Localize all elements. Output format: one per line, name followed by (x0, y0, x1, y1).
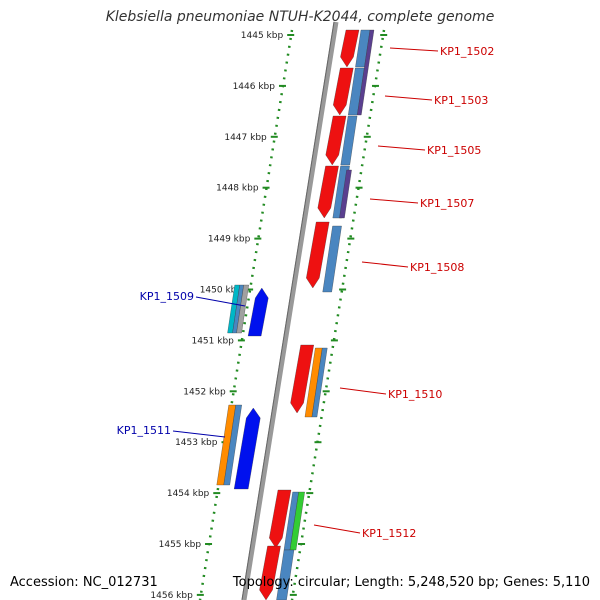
cds-bar-blue (276, 549, 295, 600)
gene-arrow-red (290, 344, 314, 414)
leader-forward (389, 47, 439, 52)
accession-text: Accession: NC_012731 (10, 575, 158, 590)
page-title: Klebsiella pneumoniae NTUH-K2044, comple… (105, 9, 495, 25)
gene-labels: KP1_1502 KP1_1503 KP1_1505 KP1_1507 KP1_1508… (117, 45, 495, 540)
gene-arrow-blue (247, 287, 269, 337)
ruler-tick-label: 1453 kbp (175, 438, 218, 448)
cds-bar-purple (357, 29, 375, 116)
gene-label-forward: KP1_1507 (420, 197, 474, 210)
gene-arrow-red (306, 221, 330, 289)
leader-forward (384, 95, 433, 101)
ruler-tick-label: 1450 kbp (200, 286, 243, 296)
gene-label-reverse: KP1_1511 (117, 424, 171, 437)
leader-forward (361, 261, 409, 268)
label-leaders (172, 47, 439, 534)
ruler-tick-label: 1452 kbp (183, 387, 226, 397)
gene-label-forward: KP1_1510 (388, 388, 442, 401)
ruler-tick-label: 1456 kbp (150, 591, 193, 600)
cds-bar-green (289, 491, 305, 551)
cds-bar-purple (339, 169, 352, 219)
gene-label-reverse: KP1_1509 (140, 290, 194, 303)
gene-features (216, 29, 375, 600)
leader-forward (369, 198, 419, 204)
ruler-dotted-track-right (290, 29, 386, 600)
gene-label-forward: KP1_1502 (440, 45, 494, 58)
gene-arrow-red (325, 115, 347, 166)
ruler-dotted-track-left (198, 29, 294, 600)
leader-forward (377, 145, 426, 151)
gene-label-forward: KP1_1505 (427, 144, 481, 157)
ruler-tick-label: 1446 kbp (233, 82, 276, 92)
leader-reverse (195, 296, 246, 307)
backbone-edge (241, 21, 335, 600)
ruler-dots-right (290, 29, 386, 600)
ruler-tick-label: 1445 kbp (241, 31, 284, 41)
genome-summary-text: Topology: circular; Length: 5,248,520 bp… (232, 575, 590, 590)
cds-bar-grey (236, 284, 249, 334)
ruler-tick-label: 1451 kbp (191, 336, 234, 346)
ruler-tick-label: 1448 kbp (216, 184, 259, 194)
ruler-dots-left (198, 29, 294, 600)
leader-forward (313, 524, 361, 534)
leader-forward (339, 387, 387, 395)
gene-arrow-red (259, 545, 281, 600)
gene-label-forward: KP1_1508 (410, 261, 464, 274)
cds-bar-blue (223, 404, 242, 486)
cds-bar-blue (322, 225, 342, 293)
ruler-tick-label: 1447 kbp (224, 133, 267, 143)
backbone-line (241, 21, 339, 600)
gene-arrow-red (340, 29, 360, 68)
ruler-tick-label: 1449 kbp (208, 235, 251, 245)
ruler-tick-label: 1454 kbp (167, 489, 210, 499)
genome-backbone (241, 21, 339, 600)
gene-label-forward: KP1_1503 (434, 94, 488, 107)
gene-arrow-red (269, 489, 292, 549)
gene-arrow-blue (233, 407, 261, 490)
ruler-tick-label: 1455 kbp (159, 540, 202, 550)
cds-bar-blue (340, 115, 358, 166)
gene-arrow-red (333, 67, 354, 116)
ruler-ticks: 1445 kbp 1446 kbp 1447 kbp 1448 kbp 1449 kbp… (150, 31, 388, 600)
gene-arrow-red (317, 165, 339, 219)
cds-bar-blue (311, 347, 328, 418)
leader-reverse (172, 430, 226, 438)
gene-label-forward: KP1_1512 (362, 527, 416, 540)
